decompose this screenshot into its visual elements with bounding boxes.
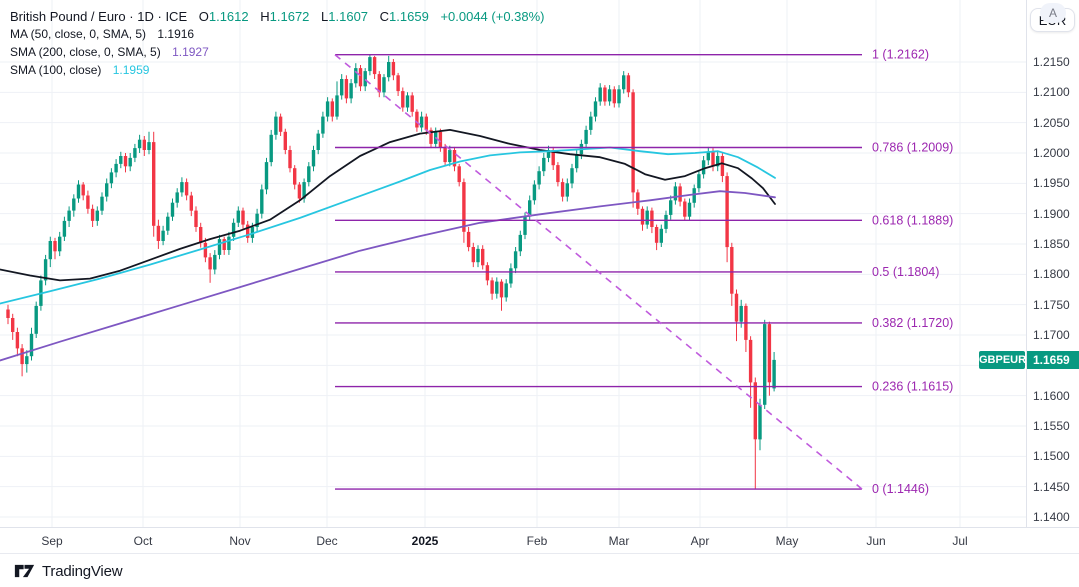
time-tick: Sep [41, 534, 63, 548]
price-tick: 1.2150 [1033, 55, 1070, 69]
indicator-label[interactable]: SMA (100, close) [10, 63, 102, 77]
indicator-label[interactable]: SMA (200, close, 0, SMA, 5) [10, 45, 161, 59]
price-tick: 1.1450 [1033, 479, 1070, 494]
indicator-value: 1.1927 [172, 45, 209, 59]
price-tick: 1.1400 [1033, 510, 1070, 524]
time-tick: Mar [608, 534, 630, 548]
legend: British Pound / Euro · 1D · ICE O1.1612 … [10, 8, 545, 79]
price-tick: 1.2100 [1033, 85, 1070, 100]
tradingview-logo[interactable]: TradingView [14, 562, 123, 580]
indicator-value: 1.1959 [112, 63, 150, 77]
time-tick: Oct [133, 534, 153, 548]
chart-plot-area[interactable]: 1 (1.2162) 0.786 (1.2009) 0.618 (1.1889) 0.… [0, 0, 1026, 527]
indicator-value: 1.1916 [157, 27, 195, 41]
price-tick: 1.2000 [1033, 146, 1070, 160]
time-tick: Jul [952, 534, 968, 548]
symbol-price-badge: GBPEUR [979, 350, 1026, 369]
close-key: C [379, 9, 390, 24]
tradingview-logo-icon [14, 564, 35, 578]
interval-label[interactable]: 1D [137, 9, 154, 24]
price-tick: 1.1750 [1033, 297, 1070, 312]
indicator-row-sma100[interactable]: SMA (100, close) 1.1959 [10, 62, 545, 79]
svg-text:0.786 (1.2009): 0.786 (1.2009) [872, 141, 953, 155]
price-tick: 1.1550 [1033, 419, 1070, 433]
symbol-title[interactable]: British Pound / Euro [10, 9, 126, 24]
indicator-row-ma50[interactable]: MA (50, close, 0, SMA, 5) 1.1916 [10, 26, 545, 43]
svg-text:0.5 (1.1804): 0.5 (1.1804) [872, 265, 939, 279]
low-key: L [321, 9, 329, 24]
axis-divider [1026, 0, 1027, 553]
time-tick: Jun [866, 534, 886, 548]
time-tick: May [775, 534, 799, 548]
change-value: +0.0044 (+0.38%) [440, 9, 545, 24]
price-tick: 1.1600 [1033, 388, 1070, 403]
time-axis[interactable]: Sep Oct Nov Dec 2025 Feb Mar Apr May Jun Jul [0, 527, 1079, 553]
svg-text:0.382 (1.1720): 0.382 (1.1720) [872, 316, 953, 330]
time-tick: Feb [526, 534, 548, 548]
svg-text:0 (1.1446): 0 (1.1446) [872, 482, 929, 496]
price-tick: 1.1900 [1033, 206, 1070, 221]
high-key: H [260, 9, 270, 24]
price-tick: 1.1950 [1033, 176, 1070, 191]
price-tick: 1.1800 [1033, 267, 1070, 282]
indicator-row-sma200[interactable]: SMA (200, close, 0, SMA, 5) 1.1927 [10, 44, 545, 61]
symbol-legend-row[interactable]: British Pound / Euro · 1D · ICE O1.1612 … [10, 9, 545, 24]
open-value: 1.1612 [208, 9, 249, 24]
price-tick: 1.1850 [1033, 237, 1070, 251]
footer: TradingView [0, 553, 1079, 587]
svg-text:0.236 (1.1615): 0.236 (1.1615) [872, 380, 953, 394]
indicator-label[interactable]: MA (50, close, 0, SMA, 5) [10, 27, 147, 41]
exchange-label[interactable]: ICE [165, 9, 188, 24]
price-tick: 1.1500 [1033, 449, 1070, 464]
close-value: 1.1659 [389, 9, 429, 24]
auto-scale-button[interactable]: A [1040, 3, 1066, 23]
price-tick: 1.2050 [1033, 115, 1070, 130]
tradingview-logo-text: TradingView [42, 562, 123, 580]
time-tick: 2025 [411, 534, 439, 548]
open-key: O [198, 9, 209, 24]
time-tick: Nov [229, 534, 251, 548]
high-value: 1.1672 [269, 9, 310, 24]
price-chart-canvas[interactable]: 1 (1.2162) 0.786 (1.2009) 0.618 (1.1889) 0.… [0, 0, 1026, 527]
price-tick: 1.1700 [1033, 328, 1070, 342]
last-price-label: 1.1659 [1027, 350, 1079, 369]
time-tick: Dec [316, 534, 338, 548]
time-tick: Apr [690, 534, 710, 548]
low-value: 1.1607 [328, 9, 369, 24]
svg-text:0.618 (1.1889): 0.618 (1.1889) [872, 213, 953, 227]
svg-text:1 (1.2162): 1 (1.2162) [872, 48, 929, 62]
price-axis[interactable]: EUR 1.21501.21001.20501.20001.19501.1900… [1027, 0, 1079, 527]
